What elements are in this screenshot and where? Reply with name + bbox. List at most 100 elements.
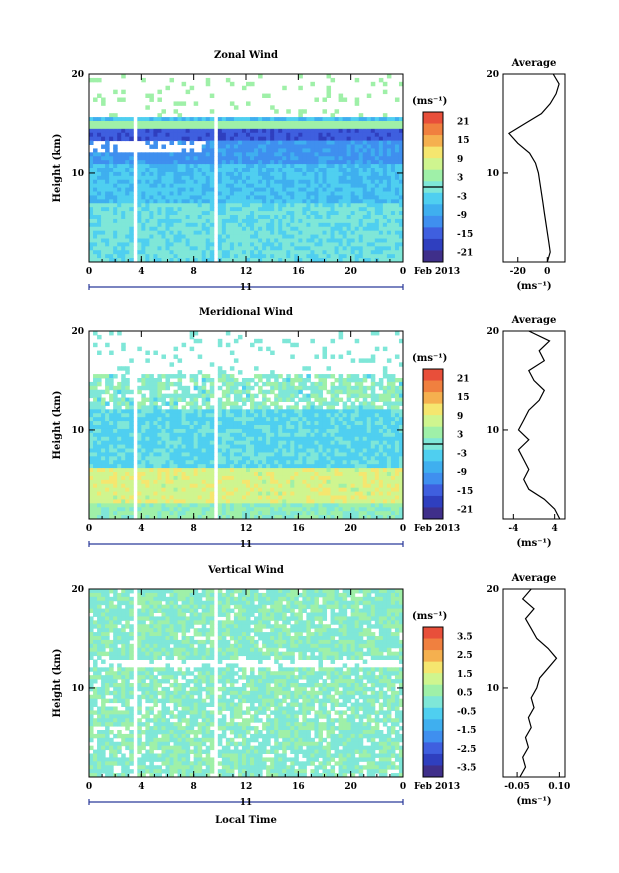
heatmap-cell [250,499,255,504]
heatmap-cell [89,164,94,169]
heatmap-cell [157,503,162,508]
heatmap-cell [149,432,154,438]
heatmap-cell [302,452,307,457]
heatmap-cell [157,250,162,255]
heatmap-cell [173,199,179,204]
heatmap-cell [189,117,195,122]
heatmap-cell [386,211,392,216]
heatmap-cell [117,487,122,493]
heatmap-cell [177,179,183,185]
heatmap-cell [258,436,263,442]
heatmap-cell [398,199,404,204]
heatmap-cell [362,168,368,173]
heatmap-cell [246,515,251,520]
heatmap-cell [109,432,114,438]
heatmap-cell [205,218,211,224]
heatmap-cell [225,258,231,263]
heatmap-cell [274,242,279,247]
heatmap-cell [89,215,94,220]
heatmap-cell [181,374,187,379]
heatmap-cell [165,160,171,165]
heatmap-cell [157,405,162,410]
heatmap-cell [258,218,263,224]
heatmap-cell [221,234,227,239]
heatmap-cell [258,74,263,79]
heatmap-cell [306,397,311,402]
heatmap-cell [298,222,303,228]
heatmap-cell [282,199,287,204]
heatmap-cell [149,215,154,220]
heatmap-cell [326,144,332,149]
heatmap-cell [306,128,311,134]
heatmap-cell [173,393,179,399]
heatmap-cell [105,440,110,446]
heatmap-cell [286,218,291,224]
heatmap-cell [298,148,303,153]
heatmap-cell [258,199,263,204]
heatmap-cell [342,136,348,142]
heatmap-cell [241,440,247,446]
heatmap-cell [93,179,98,185]
heatmap-cell [254,203,259,208]
heatmap-cell [310,393,315,399]
heatmap-cell [374,250,380,255]
heatmap-cell [233,440,239,446]
heatmap-cell [382,242,388,247]
heatmap-cell [157,203,162,208]
heatmap-cell [237,215,243,220]
heatmap-cell [225,254,231,259]
heatmap-cell [326,436,332,442]
heatmap-cell [165,417,171,422]
heatmap-cell [390,171,396,177]
heatmap-cell [113,511,118,516]
heatmap-cell [394,117,400,122]
heatmap-cell [193,491,199,496]
heatmap-cell [241,136,247,142]
heatmap-cell [274,425,279,430]
heatmap-cell [338,195,344,200]
heatmap-cell [358,230,364,236]
heatmap-cell [113,464,118,469]
heatmap-cell [101,218,106,224]
heatmap-cell [282,393,287,399]
heatmap-cell [225,460,231,465]
heatmap-cell [229,511,235,516]
heatmap-cell [217,460,223,465]
heatmap-cell [241,378,247,383]
heatmap-cell [302,507,307,512]
heatmap-cell [161,234,166,239]
heatmap-cell [266,168,271,173]
heatmap-cell [282,121,287,126]
heatmap-cell [310,211,315,216]
heatmap-cell [378,175,384,181]
heatmap-cell [145,250,150,255]
heatmap-cell [237,397,243,402]
heatmap-cell [394,254,400,259]
heatmap-cell [274,191,279,196]
heatmap-cell [258,117,263,122]
heatmap-cell [246,250,251,255]
heatmap-cell [117,409,122,414]
heatmap-cell [282,460,287,465]
heatmap-cell [306,483,311,489]
heatmap-cell [97,475,102,481]
heatmap-cell [225,183,231,189]
heatmap-cell [145,495,150,500]
heatmap-cell [93,175,98,181]
heatmap-cell [221,436,227,442]
heatmap-cell [153,218,158,224]
heatmap-cell [310,417,315,422]
heatmap-cell [278,175,283,181]
heatmap-cell [221,132,227,138]
heatmap-cell [225,425,231,430]
heatmap-cell [246,207,251,212]
heatmap-cell [270,211,275,216]
heatmap-cell [161,179,166,185]
heatmap-cell [113,164,118,169]
heatmap-cell [258,187,263,192]
heatmap-cell [225,413,231,418]
heatmap-cell [157,254,162,259]
heatmap-cell [201,499,207,504]
heatmap-cell [358,152,364,157]
heatmap-cell [394,258,400,263]
